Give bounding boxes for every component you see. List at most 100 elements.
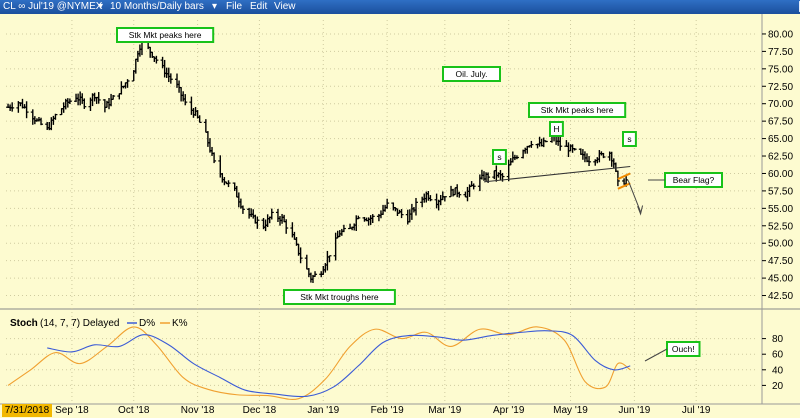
- annotation-text: Stk Mkt peaks here: [541, 105, 614, 115]
- menu-file[interactable]: File: [226, 1, 243, 12]
- price-bar: [529, 140, 534, 148]
- price-bar: [82, 98, 87, 109]
- price-bar: [327, 255, 332, 263]
- price-bar: [111, 94, 116, 100]
- menu-view[interactable]: View: [274, 1, 296, 12]
- annotation-bear-flag: Bear Flag?: [664, 172, 723, 188]
- price-tick-label: 52.50: [768, 221, 793, 232]
- stoch-tick-label: 80: [772, 334, 784, 345]
- price-tick-label: 67.50: [768, 117, 793, 128]
- annotation-box: [549, 121, 564, 137]
- annotation-box: [492, 149, 507, 165]
- time-tick-label: Jul '19: [682, 405, 711, 416]
- annotation-ouch: Ouch!: [666, 341, 701, 357]
- menu-edit[interactable]: Edit: [250, 1, 268, 12]
- price-bar: [471, 183, 476, 190]
- price-bar: [370, 214, 375, 224]
- price-bar: [53, 113, 58, 120]
- price-tick-label: 80.00: [768, 29, 793, 40]
- annotation-stk-peak-1: Stk Mkt peaks here: [116, 27, 215, 43]
- time-tick-label: May '19: [553, 405, 588, 416]
- annotation-text: s: [497, 152, 501, 162]
- price-bar: [212, 152, 217, 164]
- annotation-box: [283, 289, 396, 305]
- price-tick-label: 65.00: [768, 134, 793, 145]
- price-bar: [24, 101, 29, 119]
- price-tick-label: 75.00: [768, 64, 793, 75]
- price-bar: [298, 247, 303, 264]
- period-dropdown-icon[interactable]: ▾: [212, 1, 218, 12]
- annotation-box: [442, 66, 501, 82]
- price-bar: [601, 152, 606, 159]
- price-tick-label: 77.50: [768, 47, 793, 58]
- price-tick-label: 60.00: [768, 169, 793, 180]
- annotation-head: H: [549, 121, 564, 137]
- symbol-title[interactable]: CL ∞ Jul'19 @NYMEX: [3, 1, 103, 12]
- annotation-stk-trough: Stk Mkt troughs here: [283, 289, 396, 305]
- time-tick-label: Mar '19: [428, 405, 461, 416]
- legend-k-label: K%: [172, 318, 188, 329]
- price-chart[interactable]: 80.00 77.50 75.00 72.50 70.00 67.50 65.00 62.50…: [0, 14, 800, 418]
- time-tick-label: Oct '18: [118, 405, 150, 416]
- time-tick-label: Nov '18: [181, 405, 215, 416]
- time-tick-label: Jun '19: [618, 405, 650, 416]
- price-tick-label: 45.00: [768, 274, 793, 285]
- time-tick-label: Dec '18: [243, 405, 277, 416]
- stoch-title: Stoch: [10, 318, 38, 329]
- time-tick-label: Apr '19: [493, 405, 525, 416]
- price-bar: [543, 140, 548, 143]
- chart-background: [0, 14, 800, 418]
- stoch-params: (14, 7, 7) Delayed: [40, 318, 120, 329]
- price-bar: [572, 148, 577, 151]
- price-bar: [154, 55, 159, 64]
- arrow-down-icon: [637, 205, 644, 216]
- time-tick-label: Sep '18: [55, 405, 89, 416]
- period-selector[interactable]: 10 Months/Daily bars: [110, 1, 204, 12]
- annotation-text: H: [553, 124, 559, 134]
- price-bar: [226, 180, 231, 188]
- flag-upper-line: [617, 172, 631, 180]
- price-bar: [269, 208, 274, 220]
- time-tick-label: Feb '19: [371, 405, 404, 416]
- price-bar: [399, 209, 404, 219]
- annotation-box: [622, 131, 637, 147]
- ouch-pointer: [644, 348, 668, 362]
- price-bar: [428, 195, 433, 202]
- projection-arrow-line: [627, 180, 642, 213]
- price-tick-label: 42.50: [768, 291, 793, 302]
- time-tick-label: Jan '19: [307, 405, 339, 416]
- neckline: [483, 165, 631, 183]
- annotation-text: Bear Flag?: [673, 175, 715, 185]
- stoch-d-line: [47, 330, 631, 398]
- price-bar: [183, 94, 188, 106]
- stoch-k-line: [7, 326, 631, 400]
- price-bar: [10, 102, 15, 112]
- price-axis: 80.00 77.50 75.00 72.50 70.00 67.50 65.00 62.50…: [6, 29, 793, 302]
- annotation-text: Stk Mkt troughs here: [300, 292, 379, 302]
- price-bar: [168, 73, 173, 84]
- price-bar: [96, 92, 101, 104]
- price-bar: [39, 117, 44, 126]
- price-bar: [67, 98, 72, 104]
- stoch-tick-label: 60: [772, 350, 784, 361]
- price-tick-label: 70.00: [768, 99, 793, 110]
- time-axis: Sep '18 Oct '18 Nov '18 Dec '18 Jan '19 Feb '…: [55, 20, 711, 416]
- annotation-shoulder-right: s: [622, 131, 637, 147]
- annotation-stk-peak-2: Stk Mkt peaks here: [528, 102, 627, 118]
- title-bar: CL ∞ Jul'19 @NYMEX ▾ 10 Months/Daily bar…: [0, 0, 800, 14]
- price-tick-label: 57.50: [768, 186, 793, 197]
- legend-d-label: D%: [139, 318, 155, 329]
- price-bar: [442, 196, 447, 202]
- annotation-oil-july: Oil. July.: [442, 66, 501, 82]
- price-bar: [558, 135, 563, 151]
- annotation-shoulder-left: s: [492, 149, 507, 165]
- price-tick-label: 72.50: [768, 82, 793, 93]
- annotation-text: Stk Mkt peaks here: [129, 30, 202, 40]
- price-bar: [125, 79, 130, 88]
- flag-lower-line: [617, 182, 631, 190]
- annotation-text: Ouch!: [672, 344, 695, 354]
- price-tick-label: 55.00: [768, 204, 793, 215]
- stoch-tick-label: 40: [772, 365, 784, 376]
- price-tick-label: 62.50: [768, 152, 793, 163]
- dropdown-icon[interactable]: ▾: [98, 1, 104, 12]
